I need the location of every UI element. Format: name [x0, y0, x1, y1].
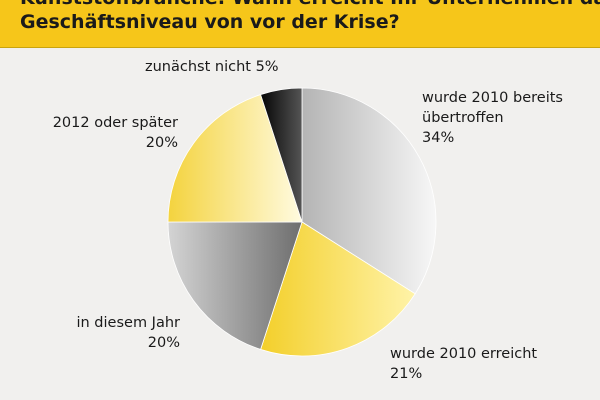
slice-label-2012-oder-spaeter: 2012 oder später 20%: [48, 113, 178, 153]
slice-label-wurde-2010-erreicht: wurde 2010 erreicht 21%: [390, 344, 537, 384]
slice-label-text: übertroffen: [422, 110, 504, 126]
slice-label-text: zunächst nicht 5%: [145, 59, 279, 75]
pie-slice-0: [301, 87, 437, 295]
footer-strip: [0, 393, 600, 400]
slice-label-uebertroffen: wurde 2010 bereits übertroffen 34%: [422, 88, 563, 148]
slice-label-text: wurde 2010 bereits: [422, 90, 563, 106]
chart-title-line-2: Geschäftsniveau von vor der Krise?: [20, 11, 400, 33]
pie-slice-1: [260, 221, 416, 357]
pie-slice-4: [260, 87, 303, 223]
slice-value-text: 21%: [390, 366, 423, 382]
pie-slices: [167, 87, 437, 357]
title-band: Kunststoffbranche: Wann erreicht Ihr Unt…: [0, 0, 600, 47]
pie-slice-2: [167, 221, 303, 350]
slice-label-in-diesem-jahr: in diesem Jahr 20%: [58, 313, 180, 353]
title-divider: [0, 47, 600, 48]
chart-title-line-1: Kunststoffbranche: Wann erreicht Ihr Unt…: [20, 0, 600, 9]
slice-label-text: wurde 2010 erreicht: [390, 346, 538, 362]
slice-label-text: 2012 oder später: [52, 115, 178, 131]
slice-value-text: 20%: [145, 135, 178, 151]
slice-label-text: in diesem Jahr: [76, 315, 180, 331]
slice-label-zunaechst-nicht: zunächst nicht 5%: [145, 57, 279, 77]
pie-slice-3: [167, 94, 303, 223]
slice-value-text: 34%: [422, 130, 455, 146]
slice-value-text: 20%: [147, 335, 180, 351]
